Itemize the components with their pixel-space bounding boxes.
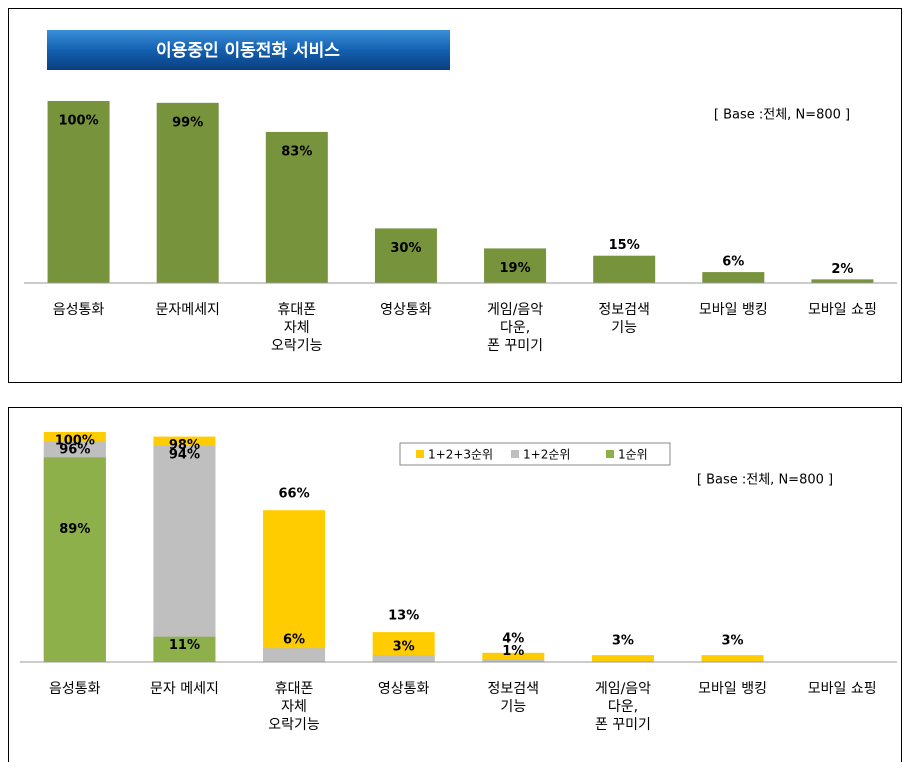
bar <box>591 655 654 662</box>
bar <box>482 652 545 662</box>
data-label: 3% <box>393 640 415 655</box>
title-banner <box>47 30 450 70</box>
x-tick-label: 정보검색 기능 <box>487 681 540 715</box>
bar <box>263 648 326 662</box>
x-tick-label: 영상통화 <box>377 681 430 697</box>
data-label: 3% <box>612 634 634 649</box>
bar <box>593 255 656 283</box>
data-label: 6% <box>722 255 744 270</box>
data-label: 13% <box>388 609 419 624</box>
x-tick-label: 음성통화 <box>49 681 101 697</box>
chart-title: 이용중인 이동전화 서비스 <box>156 41 340 61</box>
data-label: 100% <box>58 114 98 129</box>
data-label: 98% <box>169 438 200 453</box>
bar <box>374 228 437 283</box>
bar <box>811 279 874 283</box>
x-tick-label: 휴대폰 자체 오락기능 <box>271 302 323 354</box>
x-tick-label: 휴대폰 자체 오락기능 <box>268 681 320 733</box>
data-label: 4% <box>502 631 524 646</box>
data-label: 96% <box>59 443 90 458</box>
bar <box>43 457 106 662</box>
legend-swatch <box>511 450 519 458</box>
x-tick-label: 영상통화 <box>380 302 432 318</box>
x-tick-label: 모바일 쇼핑 <box>808 302 877 318</box>
chart-frame <box>8 407 902 762</box>
data-label: 99% <box>172 115 203 130</box>
bar <box>372 655 435 662</box>
legend-label: 1+2+3순위 <box>428 448 493 462</box>
x-tick-label: 모바일 뱅킹 <box>698 681 767 697</box>
annotation: [ Base :전체, N=800 ] <box>697 473 833 488</box>
data-label: 94% <box>169 447 200 462</box>
data-label: 15% <box>609 238 640 253</box>
x-tick-label: 모바일 뱅킹 <box>698 302 768 318</box>
data-label: 30% <box>390 241 421 256</box>
bar <box>153 636 216 662</box>
x-tick-label: 문자 메세지 <box>150 681 219 697</box>
annotation: [ Base :전체, N=800 ] <box>714 108 850 123</box>
data-label: 6% <box>283 633 305 648</box>
legend-swatch <box>606 450 614 458</box>
x-tick-label: 모바일 쇼핑 <box>807 681 877 697</box>
data-label: 83% <box>281 144 312 159</box>
bar <box>263 510 326 662</box>
bar <box>701 655 764 662</box>
bar <box>156 102 219 283</box>
legend-box <box>399 442 671 466</box>
data-label: 66% <box>279 487 310 502</box>
legend-label: 1순위 <box>618 448 648 462</box>
bar <box>47 101 110 283</box>
x-tick-label: 음성통화 <box>52 302 105 318</box>
bar <box>484 248 547 283</box>
data-label: 1% <box>502 644 524 659</box>
x-tick-label: 정보검색 기능 <box>598 302 650 336</box>
x-tick-label: 게임/음악 다운, 폰 꾸미기 <box>594 681 652 733</box>
bar <box>482 659 545 662</box>
data-label: 2% <box>831 262 853 277</box>
x-tick-label: 문자메세지 <box>155 302 220 318</box>
legend-swatch <box>416 450 424 458</box>
data-label: 89% <box>59 522 90 537</box>
bar <box>265 131 328 283</box>
x-tick-label: 게임/음악 다운, 폰 꾸미기 <box>486 302 544 354</box>
data-label: 19% <box>500 261 531 276</box>
chart-frame <box>8 8 902 383</box>
data-label: 3% <box>722 634 744 649</box>
legend-label: 1+2순위 <box>523 448 570 462</box>
data-label: 100% <box>55 434 95 449</box>
data-label: 11% <box>169 638 200 653</box>
bar <box>702 272 765 283</box>
bar <box>153 445 216 662</box>
